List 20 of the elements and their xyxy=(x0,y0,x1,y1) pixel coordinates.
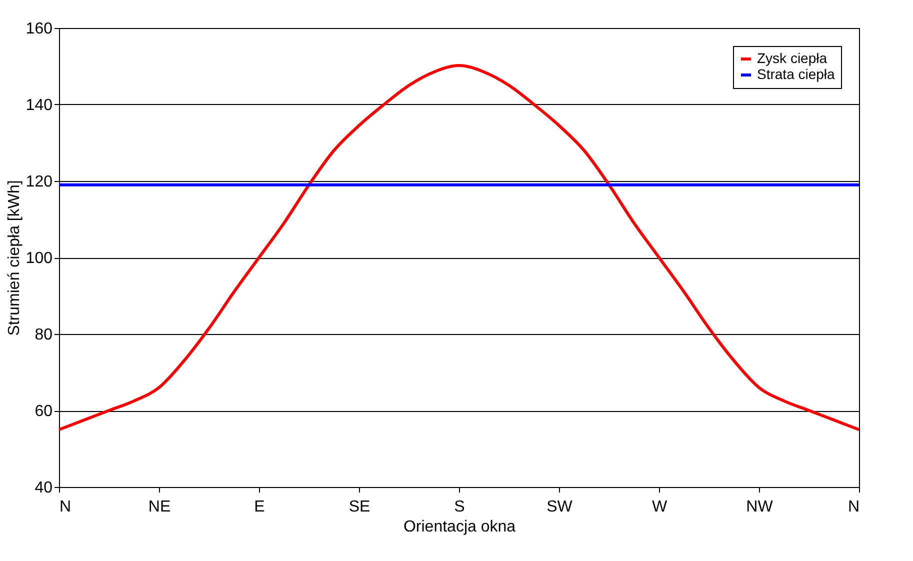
x-axis-title: Orientacja okna xyxy=(403,518,516,536)
y-tick-label: 60 xyxy=(34,403,53,420)
y-tick-label: 40 xyxy=(34,480,53,496)
y-tick-label: 140 xyxy=(26,97,53,114)
x-tick-label: NW xyxy=(746,498,774,516)
x-tick-label: S xyxy=(454,498,465,516)
y-tick-label: 160 xyxy=(26,20,53,38)
y-tick-label: 100 xyxy=(26,250,53,267)
x-tick-label: NE xyxy=(148,498,171,516)
legend-label: Strata ciepła xyxy=(757,66,836,82)
x-tick-label: W xyxy=(652,498,668,516)
x-tick-label: E xyxy=(254,498,265,516)
x-tick-label: SE xyxy=(348,498,370,516)
y-tick-label: 80 xyxy=(34,326,53,344)
y-axis-title: Strumień ciepła [kWh] xyxy=(6,180,23,336)
x-tick-label: N xyxy=(60,498,72,516)
legend-label: Zysk ciepła xyxy=(757,50,828,66)
x-tick-label: N xyxy=(848,498,860,516)
y-tick-label: 120 xyxy=(26,174,53,190)
x-tick-label: SW xyxy=(546,498,574,516)
